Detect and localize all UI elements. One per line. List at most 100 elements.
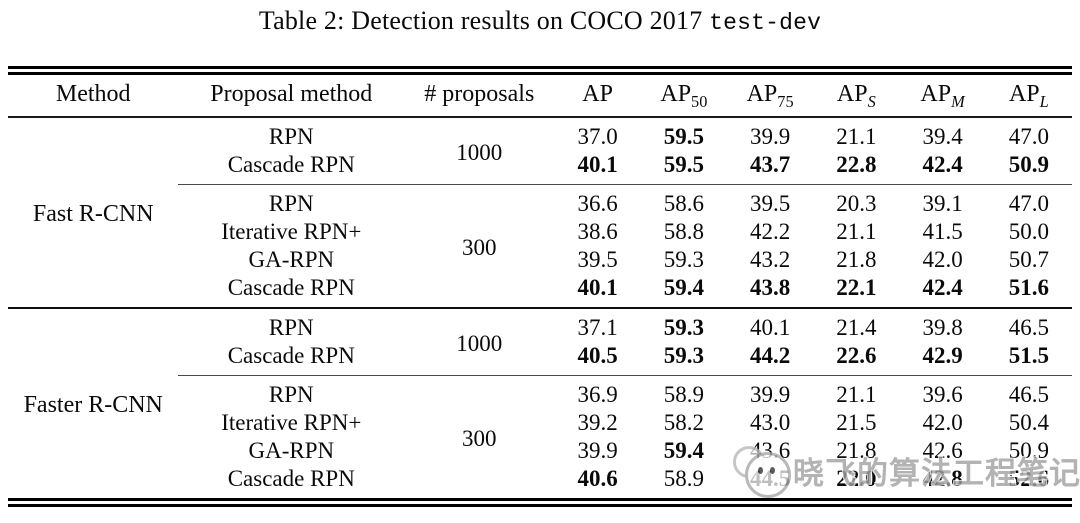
value-cell: 47.0: [1008, 123, 1049, 149]
value-cell: 52.6: [1008, 465, 1049, 491]
value-cell: 21.8: [836, 246, 877, 272]
value-cell: 59.5: [663, 123, 704, 149]
value-cell: 58.6: [640, 184, 727, 218]
table-row: Cascade RPN 40.5 59.3 44.2 22.6 42.9 51.5: [8, 342, 1072, 376]
proposal-method-cell: RPN: [178, 184, 405, 218]
value-cell: 44.5: [749, 465, 791, 491]
value-cell: 22.6: [836, 342, 877, 368]
proposal-method-cell: RPN: [268, 123, 314, 149]
value-cell: 58.8: [663, 218, 704, 244]
value-cell: 39.6: [899, 375, 986, 409]
value-cell: 22.8: [836, 151, 877, 177]
value-cell: 42.6: [922, 437, 963, 463]
value-cell: 42.4: [922, 274, 963, 300]
value-cell: 39.1: [899, 184, 986, 218]
proposal-method-cell: Iterative RPN+: [221, 218, 362, 244]
table-body: Fast R-CNN RPN 1000 37.0 59.5 39.9 21.1 39.4 47.…: [8, 117, 1072, 498]
value-cell: 43.7: [749, 151, 791, 177]
value-cell: 38.6: [577, 218, 618, 244]
results-table-frame: Method Proposal method # proposals AP AP…: [8, 66, 1072, 507]
value-cell: 59.3: [663, 342, 704, 368]
proposal-method-cell: Cascade RPN: [227, 342, 355, 368]
value-cell: 22.1: [836, 274, 877, 300]
value-cell: 20.3: [813, 184, 900, 218]
header-proposal-method: Proposal method: [178, 75, 405, 118]
value-cell: 37.0: [577, 123, 618, 149]
value-cell: 50.0: [1008, 218, 1049, 244]
value-cell: 40.1: [577, 151, 618, 177]
value-cell: 44.2: [749, 342, 791, 368]
value-cell: 42.0: [922, 409, 963, 435]
header-ap75: AP75: [726, 75, 814, 118]
proposal-method-cell: GA-RPN: [248, 246, 335, 272]
table-row: RPN 300 36.9 58.9 39.9 21.1 39.6 46.5: [8, 375, 1072, 498]
caption-code: test-dev: [709, 10, 822, 36]
value-cell: 50.4: [1008, 409, 1049, 435]
value-cell: 43.0: [749, 409, 791, 435]
value-cell: 40.1: [577, 274, 618, 300]
table-row: Fast R-CNN RPN 1000 37.0 59.5 39.9 21.1 39.4 47.…: [8, 117, 1072, 227]
value-cell: 58.9: [663, 465, 704, 491]
value-cell: 36.9: [554, 375, 641, 409]
value-cell: 37.1: [554, 307, 641, 342]
value-cell: 43.6: [749, 437, 791, 463]
proposal-method-cell: RPN: [178, 375, 405, 409]
num-proposals-cell: 300: [404, 184, 555, 308]
value-cell: 21.8: [836, 437, 877, 463]
table-row: RPN 300 36.6 58.6 39.5 20.3 39.1 47.0: [8, 184, 1072, 308]
value-cell: 21.1: [813, 375, 900, 409]
value-cell: 42.9: [922, 342, 963, 368]
table-row: Iterative RPN+ 38.6 58.8 42.2 21.1 41.5 50.0: [8, 218, 1072, 246]
value-cell: 59.5: [663, 151, 704, 177]
value-cell: 40.5: [577, 342, 618, 368]
value-cell: 58.2: [663, 409, 704, 435]
method-cell: Faster R-CNN: [8, 307, 179, 498]
value-cell: 59.4: [663, 274, 704, 300]
num-proposals-cell: 300: [404, 375, 555, 498]
proposal-method-cell: Cascade RPN: [227, 151, 355, 177]
table-row: Cascade RPN 40.1 59.4 43.8 22.1 42.4 51.6: [8, 274, 1072, 308]
table-caption: Table 2: Detection results on COCO 2017 …: [0, 6, 1080, 36]
value-cell: 39.9: [577, 437, 618, 463]
header-num-proposals: # proposals: [404, 75, 555, 118]
value-cell: 42.8: [922, 465, 963, 491]
header-row: Method Proposal method # proposals AP AP…: [8, 75, 1072, 118]
value-cell: 22.0: [836, 465, 877, 491]
value-cell: 58.9: [640, 375, 727, 409]
value-cell: 51.5: [1008, 342, 1049, 368]
header-aps: APS: [813, 75, 900, 118]
header-method: Method: [8, 75, 179, 118]
value-cell: 21.4: [813, 307, 900, 342]
table-row: GA-RPN 39.5 59.3 43.2 21.8 42.0 50.7: [8, 246, 1072, 274]
value-cell: 41.5: [922, 218, 963, 244]
proposal-method-cell: GA-RPN: [248, 437, 335, 463]
method-cell: Fast R-CNN: [32, 201, 154, 228]
value-cell: 59.3: [640, 307, 727, 342]
caption-text: Table 2: Detection results on COCO 2017: [258, 6, 703, 35]
value-cell: 43.8: [749, 274, 791, 300]
results-table: Method Proposal method # proposals AP AP…: [8, 75, 1072, 498]
value-cell: 39.2: [577, 409, 618, 435]
value-cell: 50.7: [1008, 246, 1049, 272]
value-cell: 47.0: [985, 184, 1072, 218]
table-row: Iterative RPN+ 39.2 58.2 43.0 21.5 42.0 50.4: [8, 409, 1072, 437]
header-apl: APL: [985, 75, 1072, 118]
value-cell: 43.2: [749, 246, 791, 272]
value-cell: 42.4: [922, 151, 963, 177]
num-proposals-cell: 1000: [404, 307, 555, 376]
value-cell: 39.5: [577, 246, 618, 272]
table-row: Faster R-CNN RPN 1000 37.1 59.3 40.1 21.4 39.8 4…: [8, 307, 1072, 498]
value-cell: 51.6: [1008, 274, 1049, 300]
value-cell: 40.1: [726, 307, 814, 342]
value-cell: 21.1: [836, 123, 877, 149]
num-proposals-cell: 1000: [456, 140, 503, 166]
header-apm: APM: [899, 75, 986, 118]
value-cell: 50.9: [1008, 151, 1049, 177]
value-cell: 42.0: [922, 246, 963, 272]
value-cell: 21.5: [836, 409, 877, 435]
value-cell: 39.9: [726, 375, 814, 409]
header-ap50: AP50: [640, 75, 727, 118]
value-cell: 40.6: [577, 465, 618, 491]
value-cell: 59.3: [663, 246, 704, 272]
